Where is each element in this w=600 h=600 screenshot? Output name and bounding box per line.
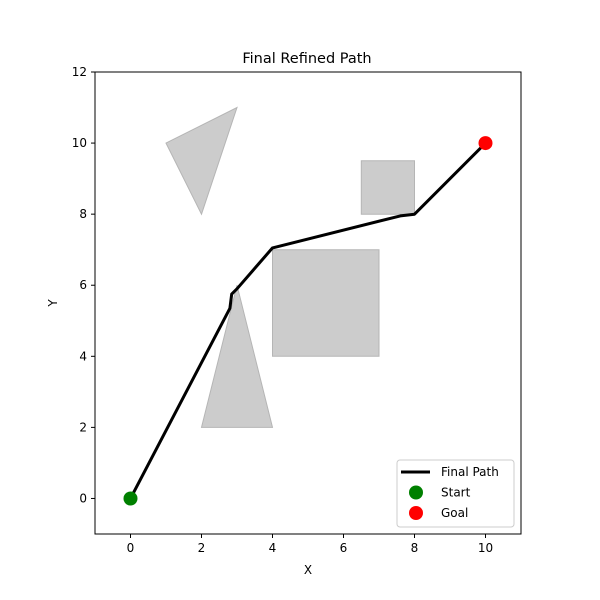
y-tick-label: 12 — [72, 65, 87, 79]
legend-swatch-goal — [409, 506, 423, 520]
chart-title: Final Refined Path — [242, 51, 371, 67]
x-tick-label: 10 — [478, 541, 493, 555]
goal-marker — [478, 136, 493, 151]
y-axis-ticks: 0 2 4 6 8 10 12 — [72, 65, 95, 505]
x-tick-label: 8 — [411, 541, 419, 555]
obstacle-triangle-2 — [200, 285, 274, 428]
series — [123, 136, 493, 506]
x-axis-ticks: 0 2 4 6 8 10 — [127, 534, 493, 555]
y-tick-label: 4 — [79, 349, 87, 363]
final-path-line — [128, 140, 488, 501]
legend-label-start: Start — [441, 486, 471, 500]
legend: Final Path Start Goal — [396, 459, 515, 528]
x-tick-label: 2 — [198, 541, 206, 555]
y-tick-label: 0 — [79, 491, 87, 505]
y-axis-label: Y — [46, 299, 60, 308]
legend-swatch-start — [409, 485, 423, 500]
y-tick-label: 8 — [79, 207, 87, 221]
legend-box — [396, 459, 515, 528]
legend-label-final-path: Final Path — [441, 465, 499, 479]
x-tick-label: 0 — [127, 541, 135, 555]
obstacle-rectangle-4 — [360, 160, 415, 215]
y-tick-label: 6 — [79, 278, 87, 292]
start-marker — [123, 491, 138, 506]
obstacles — [165, 106, 415, 428]
y-tick-label: 2 — [79, 420, 87, 434]
y-tick-label: 10 — [72, 136, 87, 150]
legend-label-goal: Goal — [441, 506, 468, 520]
obstacle-rectangle-3 — [272, 249, 380, 357]
plot-area — [94, 71, 522, 535]
plot-frame — [94, 71, 522, 535]
x-tick-label: 6 — [340, 541, 348, 555]
x-tick-label: 4 — [269, 541, 277, 555]
x-axis-label: X — [304, 563, 312, 577]
obstacle-triangle-1 — [165, 106, 238, 216]
